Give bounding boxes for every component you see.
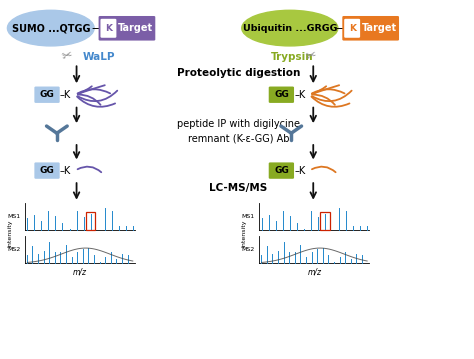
- FancyBboxPatch shape: [342, 16, 399, 41]
- Text: –K: –K: [60, 165, 71, 176]
- Text: MS2: MS2: [7, 247, 20, 252]
- Ellipse shape: [242, 10, 338, 46]
- Text: Intensity: Intensity: [242, 219, 247, 247]
- FancyBboxPatch shape: [344, 19, 360, 38]
- Text: Proteolytic digestion: Proteolytic digestion: [177, 67, 300, 78]
- Text: GG: GG: [40, 90, 55, 99]
- Text: ✂: ✂: [304, 49, 318, 64]
- Bar: [320, 212, 329, 230]
- FancyBboxPatch shape: [269, 87, 294, 103]
- Text: Intensity: Intensity: [8, 219, 12, 247]
- Text: K: K: [105, 24, 112, 33]
- Text: MS1: MS1: [242, 214, 255, 219]
- FancyBboxPatch shape: [100, 19, 117, 38]
- Text: Ubiquitin ...GRGG: Ubiquitin ...GRGG: [243, 24, 337, 33]
- Text: LC-MS/MS: LC-MS/MS: [209, 183, 267, 193]
- Text: –K: –K: [60, 90, 71, 100]
- Text: ✂: ✂: [60, 49, 74, 64]
- FancyBboxPatch shape: [35, 87, 60, 103]
- Text: GG: GG: [274, 90, 289, 99]
- Text: m/z: m/z: [73, 267, 87, 276]
- Text: SUMO ...QTGG: SUMO ...QTGG: [11, 23, 90, 33]
- FancyBboxPatch shape: [99, 16, 155, 41]
- Text: GG: GG: [40, 166, 55, 175]
- Text: Target: Target: [118, 23, 154, 33]
- Text: K: K: [349, 24, 356, 33]
- Text: –K: –K: [294, 165, 305, 176]
- Text: —: —: [91, 22, 104, 34]
- Text: WaLP: WaLP: [82, 52, 115, 62]
- Text: –K: –K: [294, 90, 305, 100]
- Text: MS1: MS1: [7, 214, 20, 219]
- FancyBboxPatch shape: [269, 162, 294, 179]
- Text: —: —: [335, 22, 347, 34]
- Text: m/z: m/z: [308, 267, 321, 276]
- Text: MS2: MS2: [241, 247, 255, 252]
- Bar: [86, 212, 95, 230]
- Text: GG: GG: [274, 166, 289, 175]
- Text: peptide IP with digilycine
remnant (K-ε-GG) Ab: peptide IP with digilycine remnant (K-ε-…: [177, 120, 300, 143]
- Text: Trypsin: Trypsin: [271, 52, 314, 62]
- Ellipse shape: [8, 10, 94, 46]
- FancyBboxPatch shape: [35, 162, 60, 179]
- Text: Target: Target: [362, 23, 397, 33]
